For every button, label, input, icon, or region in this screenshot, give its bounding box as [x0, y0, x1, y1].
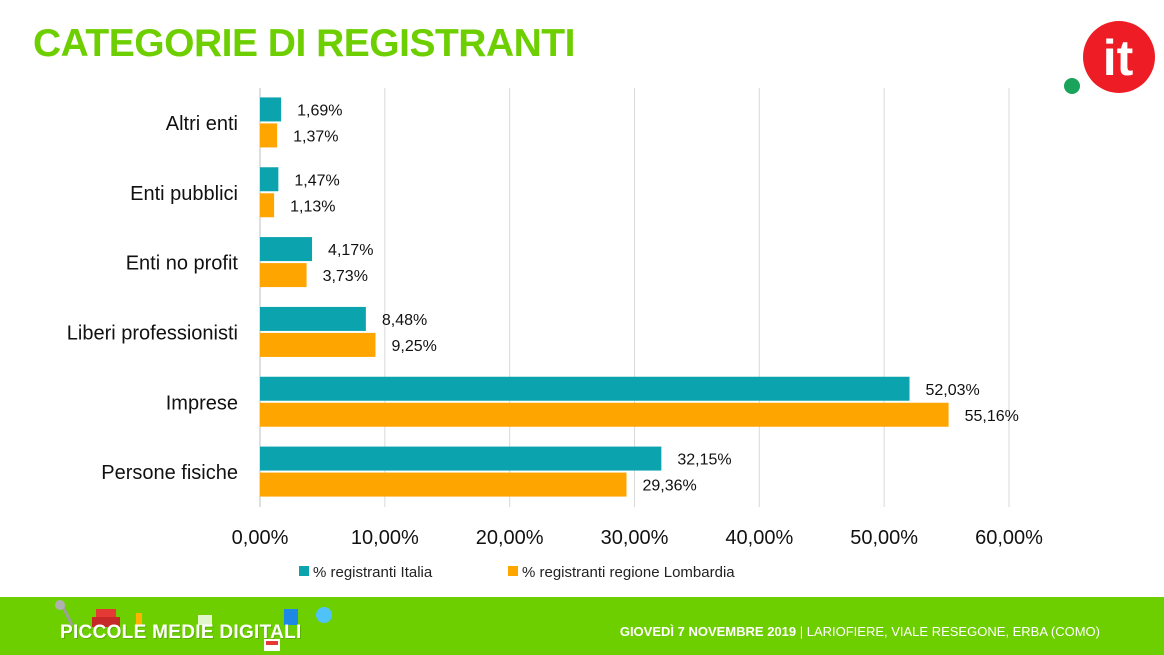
category-label: Altri enti [166, 113, 238, 135]
x-tick-label: 50,00% [850, 527, 918, 549]
legend-swatch-italia [299, 566, 309, 576]
category-label: Enti no profit [126, 253, 239, 275]
bar-italia [260, 446, 662, 471]
data-labels: 1,69% 1,37% 1,47% 1,13% 4,17% 3,73% 8,48% 9,25%… [290, 102, 1019, 494]
category-label: Liberi professionisti [67, 322, 238, 344]
x-tick-label: 0,00% [232, 527, 289, 549]
desk-decoration-icon [55, 600, 332, 651]
x-tick-label: 60,00% [975, 527, 1043, 549]
bar-lombardia [260, 472, 627, 497]
slide-title: CATEGORIE DI REGISTRANTI [33, 22, 575, 65]
x-tick-label: 30,00% [601, 527, 669, 549]
bar-lombardia [260, 402, 949, 427]
bar-lombardia [260, 193, 275, 218]
footer-brand: PICCOLE MEDIE DIGITALI [60, 622, 302, 643]
bar-italia [260, 306, 366, 331]
bar-italia [260, 237, 313, 262]
legend-label-lombardia: % registranti regione Lombardia [522, 564, 735, 581]
data-label: 52,03% [926, 382, 980, 399]
data-label: 32,15% [677, 452, 731, 469]
data-label: 9,25% [391, 338, 436, 355]
data-label: 29,36% [643, 478, 697, 495]
legend-swatch-lombardia [508, 566, 518, 576]
category-labels: Altri enti Enti pubblici Enti no profit Lib… [67, 113, 239, 484]
bar-chart: 1,69% 1,37% 1,47% 1,13% 4,17% 3,73% 8,48% 9,25%… [67, 88, 1043, 581]
data-label: 1,37% [293, 128, 338, 145]
footer-event-info: GIOVEDÌ 7 NOVEMBRE 2019 | LARIOFIERE, VI… [620, 624, 1100, 639]
bars [260, 97, 949, 497]
x-tick-label: 40,00% [725, 527, 793, 549]
bar-italia [260, 167, 279, 192]
x-tick-label: 10,00% [351, 527, 419, 549]
data-label: 1,13% [290, 198, 335, 215]
grid-lines [259, 88, 1010, 507]
logo-red-circle [1083, 21, 1155, 93]
legend-label-italia: % registranti Italia [313, 564, 433, 581]
data-label: 3,73% [323, 268, 368, 285]
logo-text: it [1103, 30, 1134, 86]
data-label: 1,69% [297, 102, 342, 119]
x-tick-label: 20,00% [476, 527, 544, 549]
data-label: 1,47% [294, 172, 339, 189]
bar-lombardia [260, 263, 307, 288]
bar-lombardia [260, 332, 376, 357]
bar-lombardia [260, 123, 278, 148]
bar-italia [260, 376, 910, 401]
footer-date: GIOVEDÌ 7 NOVEMBRE 2019 [619, 624, 797, 639]
data-label: 55,16% [965, 408, 1019, 425]
category-label: Persone fisiche [101, 462, 238, 484]
data-label: 8,48% [382, 312, 427, 329]
legend: % registranti Italia % registranti region… [299, 564, 735, 581]
category-label: Enti pubblici [130, 183, 238, 205]
footer-venue: | LARIOFIERE, VIALE RESEGONE, ERBA (COMO… [796, 624, 1100, 639]
data-label: 4,17% [328, 242, 373, 259]
it-logo: it [1064, 21, 1155, 94]
bar-italia [260, 97, 282, 122]
footer-bar: PICCOLE MEDIE DIGITALI GIOVEDÌ 7 NOVEMBR… [0, 597, 1164, 655]
x-axis-ticks: 0,00% 10,00% 20,00% 30,00% 40,00% 50,00% 60,00… [232, 527, 1043, 549]
category-label: Imprese [166, 392, 238, 414]
logo-dot-icon [1064, 78, 1080, 94]
